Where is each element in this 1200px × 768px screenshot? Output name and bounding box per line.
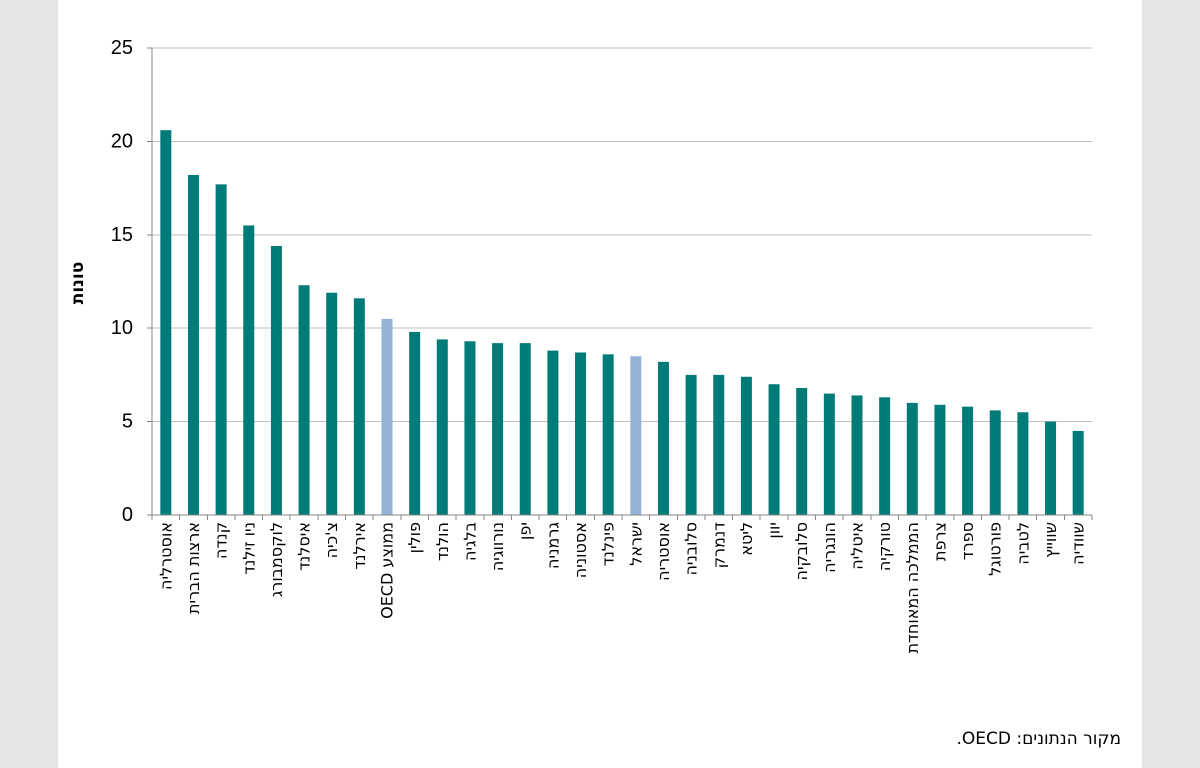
x-tick-label: שוודיה <box>1069 522 1088 565</box>
bar <box>436 339 448 515</box>
x-tick-label: איטליה <box>848 522 867 570</box>
bar <box>630 356 642 515</box>
x-tick-label: ניו זילנד <box>239 522 258 575</box>
y-tick-label: 25 <box>111 37 133 59</box>
bar <box>160 130 172 515</box>
bar <box>353 298 365 515</box>
x-tick-label: טורקיה <box>875 522 894 571</box>
x-tick-label: נורווגיה <box>488 522 507 571</box>
x-tick-label: אוסטריה <box>654 522 673 581</box>
x-tick-label: ארצות הברית <box>184 522 203 614</box>
y-axis: 0 5 10 15 20 25 <box>111 37 153 526</box>
bar <box>1017 412 1029 515</box>
y-tick-label: 10 <box>111 317 133 339</box>
x-tick-label: יוון <box>765 522 784 539</box>
x-tick-label: צ'כיה <box>322 522 341 558</box>
x-tick-label: הולנד <box>433 522 452 561</box>
x-tick-label: לוקסמבורג <box>267 522 286 597</box>
bar <box>823 393 835 515</box>
y-tick-label: 5 <box>122 411 133 433</box>
x-tick-label: איסלנד <box>295 522 314 571</box>
x-tick-label: גרמניה <box>543 522 562 569</box>
bar <box>851 395 863 515</box>
bar <box>1072 430 1084 515</box>
x-tick-label: בלגיה <box>460 522 479 561</box>
bar <box>768 384 780 515</box>
x-tick-label: ממוצע OECD <box>378 522 397 619</box>
bar <box>298 285 310 515</box>
y-tick-label: 20 <box>111 130 133 152</box>
bar <box>934 404 946 515</box>
x-tick-label: אירלנד <box>350 522 369 570</box>
chart-panel <box>58 0 1142 768</box>
bar <box>713 374 725 515</box>
gridlines <box>152 47 1092 423</box>
bar <box>492 343 504 515</box>
bar <box>989 410 1001 515</box>
x-tick-label: פורטוגל <box>986 522 1005 576</box>
bar <box>879 397 891 515</box>
x-tick-label: הונגריה <box>820 522 839 573</box>
x-axis: אוסטרליה ארצות הברית קנדה ניו זילנד לוקסמבור… <box>151 514 1093 653</box>
x-tick-label: לטביה <box>1013 522 1032 565</box>
bar <box>381 318 393 515</box>
bar <box>519 343 531 515</box>
bar <box>187 175 199 515</box>
bar <box>657 361 669 515</box>
bar <box>962 406 974 515</box>
bar <box>547 350 559 515</box>
bar <box>409 331 421 515</box>
bars <box>160 130 1084 516</box>
x-tick-label: אוסטרליה <box>156 522 175 590</box>
x-tick-label: הממלכה המאוחדת <box>903 522 922 653</box>
bar <box>575 352 587 515</box>
x-tick-label: ספרד <box>958 522 977 560</box>
y-tick-label: 15 <box>111 224 133 246</box>
source-note: מקור הנתונים: OECD. <box>956 729 1121 749</box>
bar <box>464 341 476 515</box>
x-tick-label: אסטוניה <box>571 522 590 578</box>
x-tick-label: סלובניה <box>682 522 701 576</box>
bar <box>740 376 752 515</box>
bar <box>602 354 614 515</box>
y-tick-label: 0 <box>122 504 133 526</box>
bar <box>215 184 227 516</box>
bar <box>796 387 808 515</box>
x-tick-label: פינלנד <box>599 522 618 566</box>
x-tick-label: דנמרק <box>709 522 728 569</box>
bar <box>685 374 697 515</box>
bar <box>1045 421 1057 515</box>
bar <box>270 246 282 515</box>
x-tick-label: יפן <box>516 522 535 540</box>
x-tick-label: שווייץ <box>1041 522 1060 558</box>
bar <box>906 402 918 515</box>
x-tick-label: צרפת <box>930 522 949 561</box>
bar <box>326 292 338 515</box>
x-tick-label: סלובקיה <box>792 522 811 580</box>
x-tick-label: פולין <box>405 522 424 553</box>
x-tick-label: קנדה <box>212 522 231 559</box>
bar <box>243 225 255 515</box>
x-tick-label: ישראל <box>626 522 645 566</box>
x-tick-label: ליטא <box>737 522 756 556</box>
y-axis-title: טונות <box>68 262 88 305</box>
